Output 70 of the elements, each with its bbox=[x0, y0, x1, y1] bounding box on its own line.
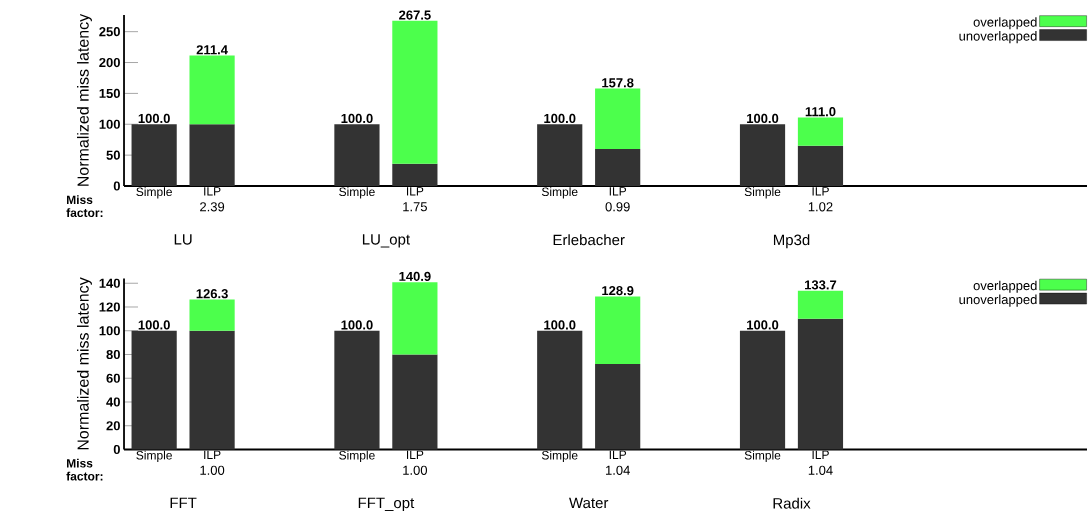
text: FFT_opt bbox=[358, 497, 415, 512]
text: LU bbox=[174, 234, 192, 245]
x-tick-label: ILP bbox=[812, 187, 829, 196]
y-tick-label: 80 bbox=[106, 349, 120, 360]
x-tick-label: Simple bbox=[541, 450, 578, 462]
total-label: 100.0 bbox=[747, 113, 779, 124]
text: Miss factor: bbox=[66, 458, 103, 481]
x-tick-label: ILP bbox=[406, 187, 424, 196]
x-tick-label: Simple bbox=[136, 187, 172, 199]
text: 1.00 bbox=[403, 465, 428, 475]
text: FFT bbox=[170, 497, 197, 509]
legend-label: unoverlapped bbox=[959, 294, 1037, 307]
y-tick-label: 50 bbox=[106, 150, 120, 160]
total-label: 100.0 bbox=[544, 113, 576, 124]
text: Erlebacher bbox=[553, 234, 625, 246]
text: Miss factor: bbox=[66, 195, 103, 217]
text: 1.04 bbox=[808, 465, 833, 475]
y-tick-label: 140 bbox=[99, 278, 120, 288]
x-tick-label: ILP bbox=[204, 187, 221, 196]
x-tick-label: Simple bbox=[541, 187, 578, 199]
y-tick-label: 0 bbox=[113, 181, 120, 191]
text: 1.00 bbox=[200, 465, 225, 475]
legend-label: overlapped bbox=[973, 17, 1037, 30]
y-tick-label: 0 bbox=[113, 444, 120, 455]
total-label: 100.0 bbox=[544, 320, 576, 330]
x-tick-label: Simple bbox=[136, 450, 172, 462]
total-label: 267.5 bbox=[399, 10, 431, 20]
y-tick-label: 40 bbox=[106, 397, 120, 407]
y-tick-label: 200 bbox=[99, 57, 120, 68]
text: 2.39 bbox=[200, 202, 225, 212]
text: 0.99 bbox=[605, 202, 630, 212]
x-tick-label: Simple bbox=[744, 450, 781, 462]
total-label: 100.0 bbox=[138, 113, 170, 124]
text: Mp3d bbox=[773, 234, 810, 249]
x-tick-label: ILP bbox=[812, 450, 829, 459]
total-label: 128.9 bbox=[602, 286, 634, 296]
total-label: 126.3 bbox=[196, 289, 228, 299]
y-tick-label: 150 bbox=[99, 88, 120, 98]
y-axis-title: Normalized miss latency bbox=[77, 13, 92, 186]
x-tick-label: ILP bbox=[609, 450, 627, 459]
total-label: 133.7 bbox=[805, 280, 837, 290]
text: 1.04 bbox=[606, 465, 630, 475]
x-tick-label: Simple bbox=[339, 450, 375, 462]
total-label: 211.4 bbox=[196, 45, 228, 55]
total-label: 111.0 bbox=[805, 107, 836, 117]
legend-label: unoverlapped bbox=[959, 31, 1037, 44]
y-axis-title: Normalized miss latency bbox=[77, 277, 92, 450]
total-label: 100.0 bbox=[138, 320, 170, 330]
x-tick-label: ILP bbox=[609, 187, 627, 196]
x-tick-label: ILP bbox=[406, 450, 424, 459]
text: Radix bbox=[773, 497, 811, 509]
x-tick-label: Simple bbox=[744, 187, 781, 199]
text: 1.02 bbox=[808, 202, 833, 212]
y-tick-label: 100 bbox=[99, 326, 120, 336]
y-tick-label: 20 bbox=[106, 421, 120, 431]
y-tick-label: 100 bbox=[99, 119, 120, 129]
y-tick-label: 250 bbox=[99, 27, 120, 37]
y-tick-label: 60 bbox=[106, 373, 120, 383]
text: Water bbox=[569, 497, 609, 509]
x-tick-label: Simple bbox=[339, 187, 375, 199]
text: 1.75 bbox=[403, 202, 427, 212]
total-label: 100.0 bbox=[747, 320, 779, 330]
total-label: 100.0 bbox=[341, 113, 373, 124]
y-tick-label: 120 bbox=[99, 302, 120, 312]
total-label: 140.9 bbox=[399, 271, 431, 281]
total-label: 157.8 bbox=[602, 78, 634, 88]
legend-label: overlapped bbox=[973, 280, 1037, 293]
text: LU_opt bbox=[362, 234, 410, 248]
total-label: 100.0 bbox=[341, 320, 373, 330]
x-tick-label: ILP bbox=[204, 450, 221, 459]
